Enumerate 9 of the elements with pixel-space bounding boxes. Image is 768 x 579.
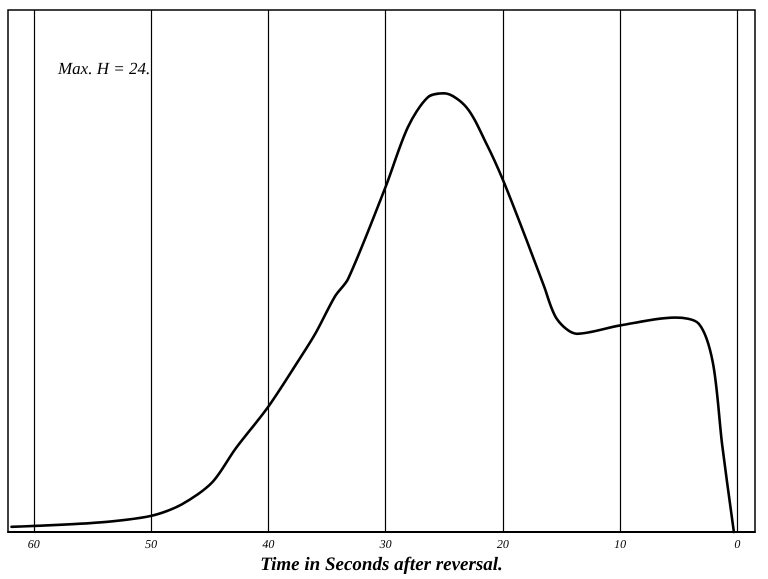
x-tick-label: 20: [496, 537, 509, 552]
x-axis-title: Time in Seconds after reversal.: [260, 554, 503, 575]
x-tick-label: 60: [28, 537, 40, 552]
x-tick-label: 0: [734, 537, 740, 552]
x-tick-label: 40: [262, 537, 274, 552]
text: Max. H = 24.: [57, 59, 150, 78]
x-tick-label: 10: [614, 537, 626, 552]
x-tick-label: 50: [145, 537, 158, 552]
x-tick-label: 30: [378, 537, 392, 552]
